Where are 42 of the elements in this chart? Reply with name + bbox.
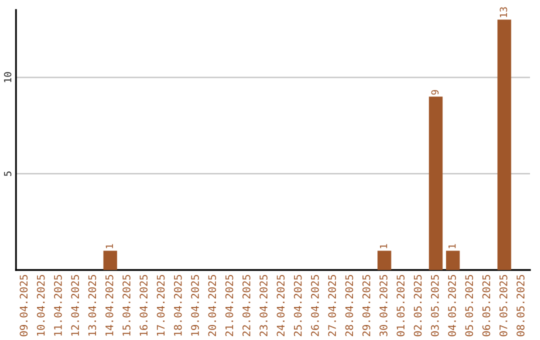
data-label: 9 xyxy=(431,90,439,95)
x-tick-label: 09.04.2025 xyxy=(20,275,28,336)
x-tick-label: 15.04.2025 xyxy=(122,275,130,336)
x-tick-label: 24.04.2025 xyxy=(276,275,285,336)
bar xyxy=(446,250,460,270)
data-label: 1 xyxy=(448,244,456,248)
x-tick-label: 19.04.2025 xyxy=(191,275,199,336)
x-tick-label: 02.05.2025 xyxy=(414,275,422,336)
data-label: 13 xyxy=(500,7,508,18)
x-tick-label: 16.04.2025 xyxy=(140,275,148,336)
y-tick-label: 5 xyxy=(4,172,12,176)
bar xyxy=(428,96,443,270)
x-tick-label: 08.05.2025 xyxy=(516,275,524,336)
data-label: 1 xyxy=(106,244,113,248)
x-tick-label: 27.04.2025 xyxy=(328,275,336,336)
data-label: 1 xyxy=(380,244,388,248)
bar xyxy=(103,250,118,270)
x-tick-label: 05.05.2025 xyxy=(465,275,474,336)
x-tick-label: 12.04.2025 xyxy=(71,275,80,336)
x-tick-label: 30.04.2025 xyxy=(380,275,388,336)
x-tick-label: 29.04.2025 xyxy=(362,275,370,336)
bar xyxy=(497,20,512,270)
x-tick-label: 21.04.2025 xyxy=(225,275,234,336)
x-tick-label: 26.04.2025 xyxy=(311,275,319,336)
x-tick-label: 18.04.2025 xyxy=(174,275,182,336)
x-tick-label: 22.04.2025 xyxy=(242,275,250,336)
x-tick-label: 14.04.2025 xyxy=(105,275,114,336)
x-tick-label: 25.04.2025 xyxy=(294,275,302,336)
y-tick-label: 10 xyxy=(4,72,12,82)
x-tick-label: 04.05.2025 xyxy=(448,275,456,336)
x-tick-label: 11.04.2025 xyxy=(54,275,62,336)
x-tick-label: 01.05.2025 xyxy=(396,275,405,336)
x-tick-label: 23.04.2025 xyxy=(260,275,268,336)
x-tick-label: 13.04.2025 xyxy=(88,275,96,336)
x-tick-label: 03.05.2025 xyxy=(430,275,439,336)
x-tick-label: 10.04.2025 xyxy=(36,275,45,336)
x-tick-label: 28.04.2025 xyxy=(345,275,354,336)
bar xyxy=(378,250,392,270)
x-tick-label: 07.05.2025 xyxy=(499,275,508,336)
x-tick-label: 06.05.2025 xyxy=(482,275,490,336)
x-tick-label: 17.04.2025 xyxy=(156,275,165,336)
x-tick-label: 20.04.2025 xyxy=(208,275,216,336)
